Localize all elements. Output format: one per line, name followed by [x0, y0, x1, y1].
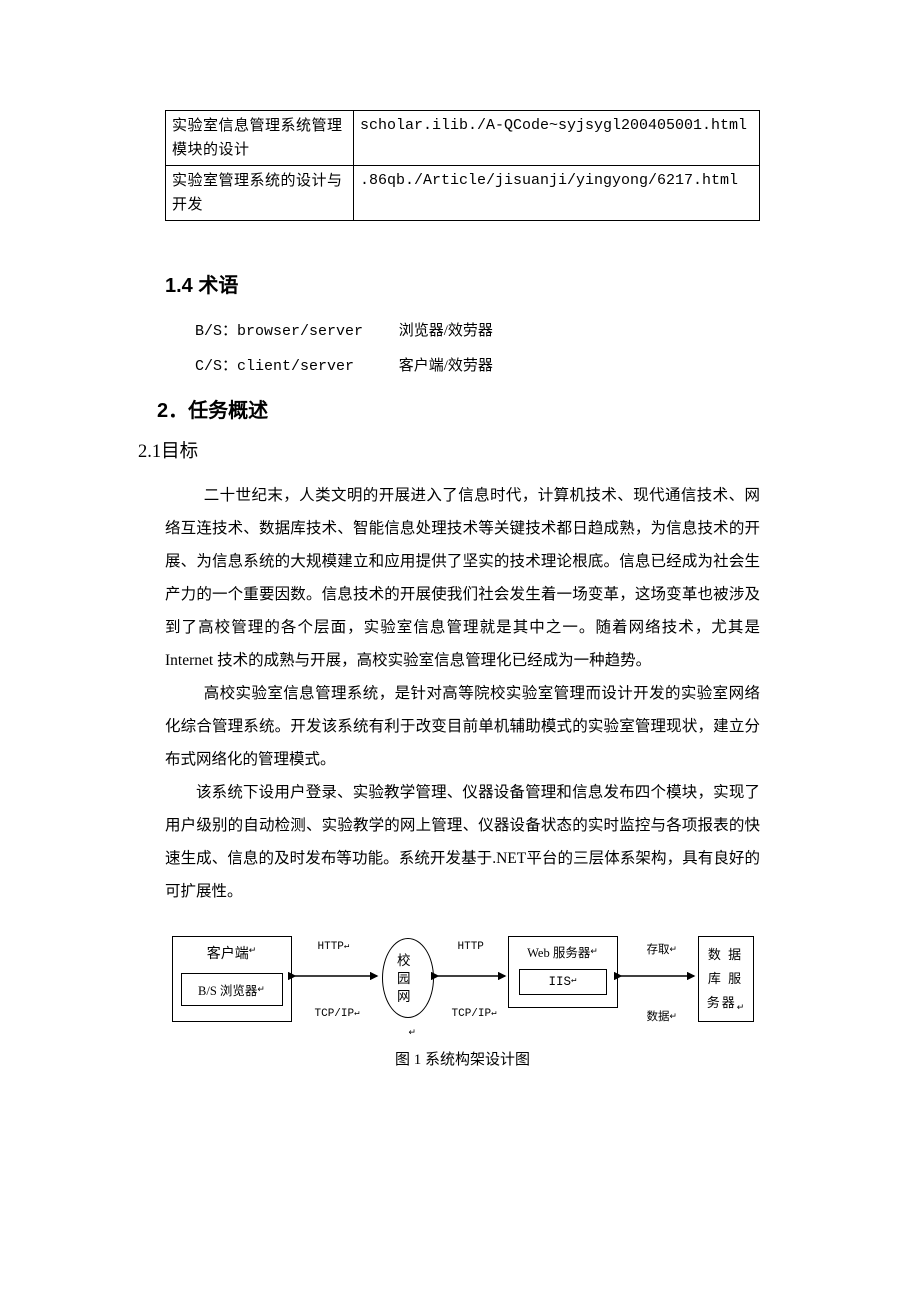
architecture-diagram: 客户端↵ B/S 浏览器↵ 校园网↵ Web 服务器↵ IIS↵ 数 据 库 服…	[165, 936, 760, 1069]
diagram-client-inner: B/S 浏览器↵	[181, 973, 283, 1006]
diagram-web-title: Web 服务器↵	[509, 942, 617, 961]
term-key: B/S：browser/server	[195, 315, 395, 349]
paragraph: 该系统下设用户登录、实验教学管理、仪器设备管理和信息发布四个模块，实现了用户级别…	[165, 776, 760, 908]
paragraph: 二十世纪末，人类文明的开展进入了信息时代，计算机技术、现代通信技术、网络互连技术…	[165, 479, 760, 677]
term-line: C/S：client/server 客户端/效劳器	[195, 349, 760, 384]
diagram-client-box: 客户端↵ B/S 浏览器↵	[172, 936, 292, 1022]
diagram-web-inner: IIS↵	[519, 969, 607, 995]
diagram-label-save: 存取↵	[647, 941, 678, 957]
db-line: 务器↵	[699, 991, 753, 1019]
heading-2: 2．任务概述	[157, 394, 760, 423]
term-key: C/S：client/server	[195, 350, 395, 384]
ref-title-cell: 实验室信息管理系统管理模块的设计	[166, 111, 354, 166]
table-row: 实验室管理系统的设计与开发 .86qb./Article/jisuanji/yi…	[166, 166, 760, 221]
heading-2-1: 2.1目标	[138, 437, 760, 463]
heading-1-4: 1.4 术语	[165, 269, 760, 298]
diagram-label-http: HTTP↵	[318, 941, 350, 953]
diagram-caption: 图 1 系统构架设计图	[165, 1048, 760, 1069]
diagram-label-tcpip: TCP/IP↵	[452, 1008, 497, 1020]
db-line: 库 服	[699, 967, 753, 991]
term-val: 客户端/效劳器	[399, 358, 493, 374]
diagram-db-box: 数 据 库 服 务器↵	[698, 936, 754, 1022]
table-row: 实验室信息管理系统管理模块的设计 scholar.ilib./A-QCode~s…	[166, 111, 760, 166]
paragraph: 高校实验室信息管理系统，是针对高等院校实验室管理而设计开发的实验室网络化综合管理…	[165, 677, 760, 776]
diagram-client-title: 客户端↵	[173, 943, 291, 963]
diagram-label-tcpip: TCP/IP↵	[315, 1008, 360, 1020]
db-line: 数 据	[699, 943, 753, 967]
ref-url-cell: .86qb./Article/jisuanji/yingyong/6217.ht…	[354, 166, 760, 221]
ref-url-cell: scholar.ilib./A-QCode~syjsygl200405001.h…	[354, 111, 760, 166]
reference-table: 实验室信息管理系统管理模块的设计 scholar.ilib./A-QCode~s…	[165, 110, 760, 221]
diagram-campus-net: 校园网↵	[382, 938, 434, 1018]
term-line: B/S：browser/server 浏览器/效劳器	[195, 314, 760, 349]
document-page: 实验室信息管理系统管理模块的设计 scholar.ilib./A-QCode~s…	[0, 0, 920, 1169]
diagram-label-data: 数据↵	[647, 1008, 678, 1024]
ref-title-cell: 实验室管理系统的设计与开发	[166, 166, 354, 221]
term-val: 浏览器/效劳器	[399, 323, 493, 339]
diagram-label-http: HTTP	[458, 941, 484, 953]
diagram-web-box: Web 服务器↵ IIS↵	[508, 936, 618, 1008]
